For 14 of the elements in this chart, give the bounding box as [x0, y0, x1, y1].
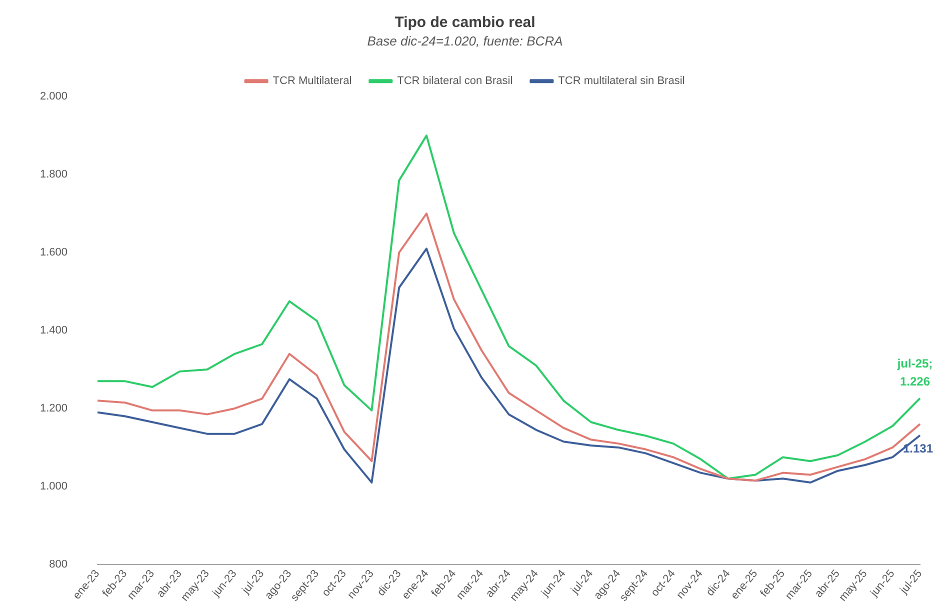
y-tick-label: 2.000	[40, 90, 68, 103]
y-tick-label: 1.400	[40, 324, 68, 337]
legend-label: TCR Multilateral	[272, 75, 352, 88]
y-tick-label: 1.200	[40, 402, 68, 415]
data-label: 1.131	[902, 442, 934, 456]
chart-subtitle: Base dic-24=1.020, fuente: BCRA	[367, 33, 563, 48]
y-tick-label: 1.600	[40, 246, 68, 259]
y-tick-label: 800	[49, 558, 68, 570]
y-tick-label: 1.800	[40, 168, 68, 181]
chart-title: Tipo de cambio real	[394, 14, 536, 32]
legend-label: TCR bilateral con Brasil	[397, 75, 513, 88]
data-label: jul-25; 1.226	[896, 356, 933, 389]
y-tick-label: 1.000	[40, 480, 68, 492]
legend-label: TCR multilateral sin Brasil	[558, 75, 685, 88]
